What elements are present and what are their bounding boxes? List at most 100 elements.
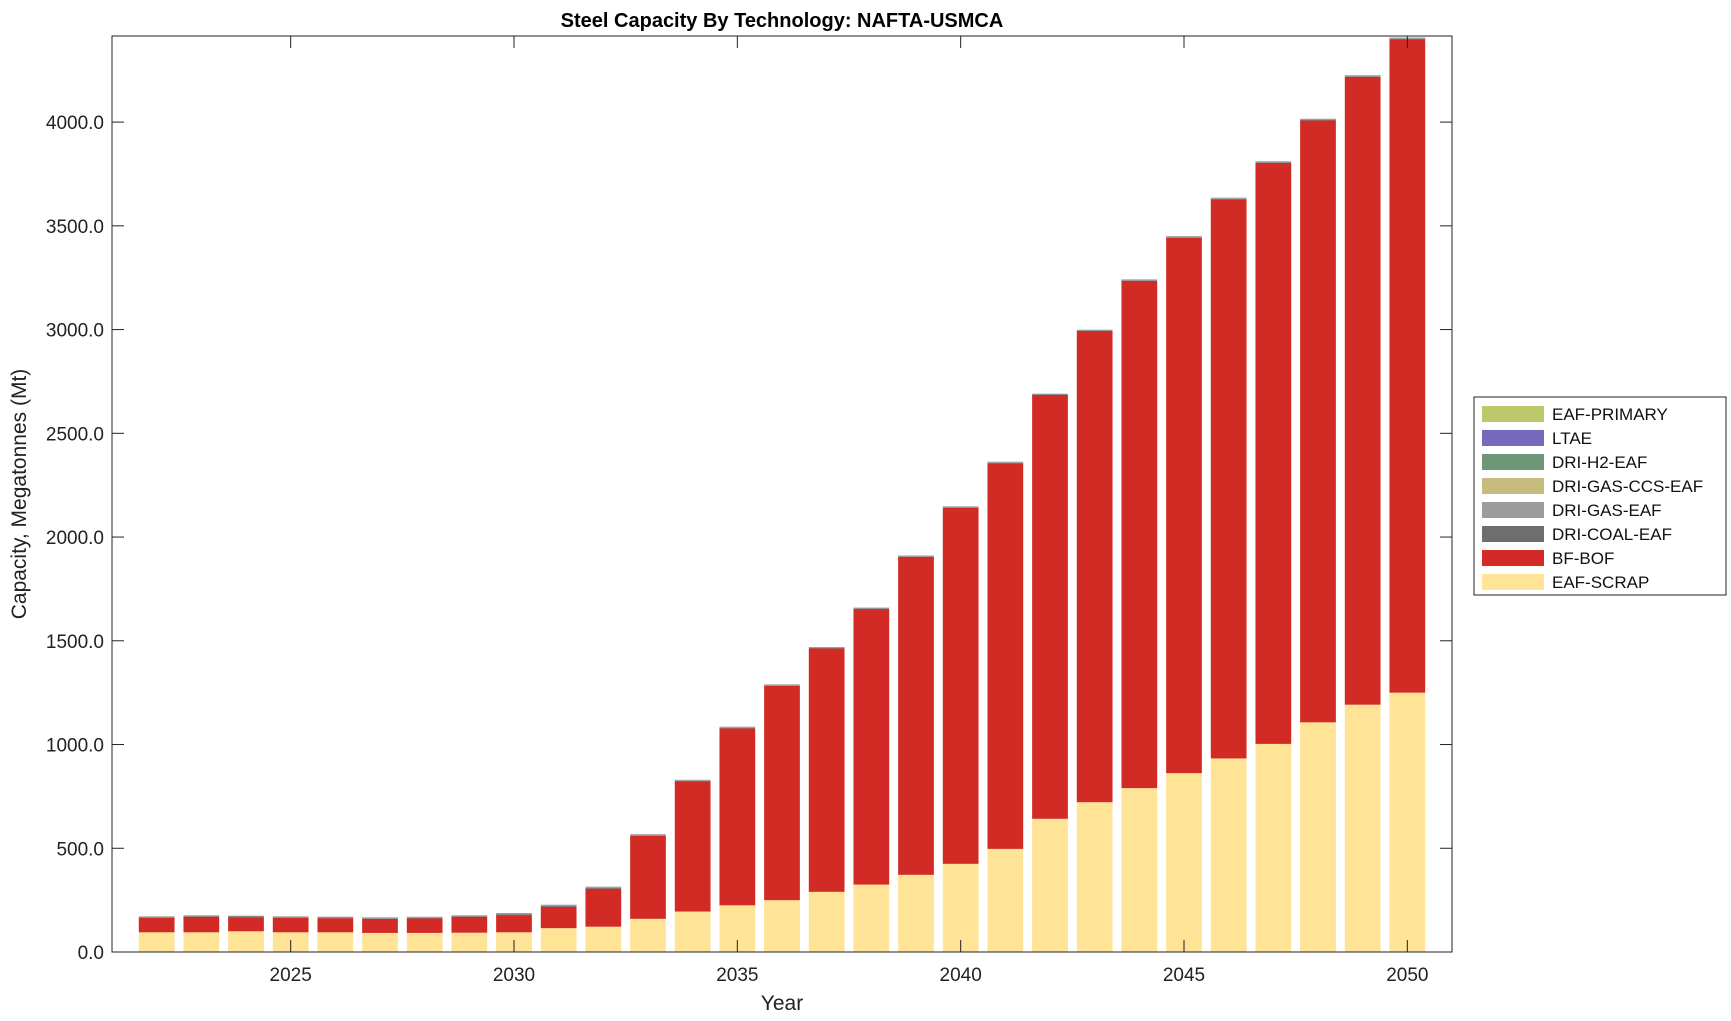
bar-bf-bof-2028 xyxy=(406,918,443,933)
legend-swatch-dri-coal-eaf xyxy=(1482,526,1544,542)
y-tick-label: 3000.0 xyxy=(46,321,104,342)
legend-swatch-bf-bof xyxy=(1482,550,1544,566)
legend-label-dri-gas-ccs-eaf: DRI-GAS-CCS-EAF xyxy=(1552,477,1703,496)
bar-dri-coal-eaf-2029 xyxy=(451,916,488,917)
bar-dri-coal-eaf-2031 xyxy=(540,905,577,907)
bar-bf-bof-2029 xyxy=(451,916,488,933)
bar-dri-coal-eaf-2032 xyxy=(585,887,622,889)
bar-dri-gas-eaf-2040 xyxy=(942,506,979,508)
bar-dri-gas-eaf-2023 xyxy=(183,915,220,917)
bar-eaf-scrap-2046 xyxy=(1210,758,1247,952)
bar-eaf-scrap-2033 xyxy=(630,918,666,952)
bar-dri-coal-eaf-2026 xyxy=(317,917,354,919)
bar-dri-gas-eaf-2030 xyxy=(496,912,532,915)
y-tick-label: 500.0 xyxy=(56,839,104,860)
legend-label-dri-gas-eaf: DRI-GAS-EAF xyxy=(1552,501,1662,520)
bar-bf-bof-2038 xyxy=(853,609,890,885)
bar-dri-gas-eaf-2025 xyxy=(272,916,309,918)
bar-dri-coal-eaf-2023 xyxy=(183,916,220,917)
bar-dri-coal-eaf-2035 xyxy=(719,727,756,729)
bar-eaf-scrap-2041 xyxy=(987,848,1024,952)
bar-eaf-scrap-2043 xyxy=(1076,802,1113,952)
legend-label-eaf-scrap: EAF-SCRAP xyxy=(1552,573,1649,592)
bar-bf-bof-2033 xyxy=(630,835,666,919)
y-tick-label: 1500.0 xyxy=(46,632,104,653)
legend-swatch-ltae xyxy=(1482,430,1544,446)
bar-dri-gas-eaf-2037 xyxy=(808,647,845,649)
x-tick-label: 2030 xyxy=(493,965,535,986)
bar-dri-gas-eaf-2046 xyxy=(1210,197,1247,199)
bar-eaf-scrap-2038 xyxy=(853,884,890,952)
bar-dri-gas-eaf-2031 xyxy=(540,904,577,906)
bar-bf-bof-2048 xyxy=(1300,120,1336,723)
bar-dri-gas-eaf-2038 xyxy=(853,607,890,609)
y-tick-label: 2500.0 xyxy=(46,424,104,445)
bar-dri-gas-eaf-2035 xyxy=(719,726,756,728)
x-tick-label: 2040 xyxy=(940,965,982,986)
bar-bf-bof-2036 xyxy=(764,685,800,901)
legend-label-bf-bof: BF-BOF xyxy=(1552,549,1614,568)
bar-bf-bof-2031 xyxy=(540,906,577,929)
bar-eaf-scrap-2042 xyxy=(1032,818,1068,952)
bar-eaf-scrap-2037 xyxy=(808,891,845,952)
bar-eaf-scrap-2049 xyxy=(1344,704,1381,952)
bar-eaf-scrap-2048 xyxy=(1300,722,1336,952)
bar-bf-bof-2023 xyxy=(183,916,220,933)
bar-bf-bof-2037 xyxy=(808,648,845,892)
bar-dri-gas-eaf-2027 xyxy=(362,917,398,919)
plot-frame xyxy=(111,35,1453,953)
bar-dri-coal-eaf-2030 xyxy=(496,914,532,916)
x-tick-label: 2050 xyxy=(1386,965,1428,986)
bar-dri-gas-eaf-2048 xyxy=(1300,118,1336,121)
x-axis-label: Year xyxy=(761,992,803,1015)
bar-dri-gas-eaf-2029 xyxy=(451,915,488,917)
bar-dri-gas-eaf-2041 xyxy=(987,461,1024,463)
bar-dri-gas-eaf-2022 xyxy=(138,916,175,918)
y-tick-label: 1000.0 xyxy=(46,736,104,757)
bar-eaf-scrap-2047 xyxy=(1255,743,1292,952)
bar-bf-bof-2042 xyxy=(1032,394,1068,819)
bar-bf-bof-2039 xyxy=(898,556,934,875)
bar-dri-gas-eaf-2036 xyxy=(764,684,800,686)
bar-dri-gas-eaf-2034 xyxy=(674,779,711,781)
bar-bf-bof-2044 xyxy=(1121,280,1158,789)
bar-dri-coal-eaf-2025 xyxy=(272,917,309,918)
legend-label-eaf-primary: EAF-PRIMARY xyxy=(1552,405,1668,424)
bar-bf-bof-2049 xyxy=(1344,76,1381,705)
bar-dri-coal-eaf-2027 xyxy=(362,918,398,919)
bar-eaf-scrap-2031 xyxy=(540,928,577,952)
bar-eaf-scrap-2024 xyxy=(228,931,264,952)
bar-bf-bof-2047 xyxy=(1255,162,1292,744)
ticks-layer: 0.0 500.0 1000.0 1500.0 2000.0 2500.0 3000.0 35… xyxy=(46,36,1452,986)
bar-eaf-scrap-2032 xyxy=(585,926,622,952)
legend: EAF-PRIMARY LTAE DRI-H2-EAF DRI-GAS-CCS-EAF… xyxy=(1473,396,1727,596)
bar-bf-bof-2032 xyxy=(585,888,622,927)
bar-bf-bof-2024 xyxy=(228,917,264,932)
bar-dri-gas-eaf-2044 xyxy=(1121,279,1158,281)
legend-swatch-dri-gas-eaf xyxy=(1482,502,1544,518)
bar-eaf-scrap-2026 xyxy=(317,932,354,952)
bar-dri-gas-eaf-2032 xyxy=(585,886,622,888)
bar-dri-gas-eaf-2033 xyxy=(630,834,666,836)
bar-bf-bof-2050 xyxy=(1389,39,1426,693)
bar-eaf-scrap-2027 xyxy=(362,932,398,952)
legend-label-ltae: LTAE xyxy=(1552,429,1592,448)
legend-swatch-dri-gas-ccs-eaf xyxy=(1482,478,1544,494)
legend-swatch-eaf-primary xyxy=(1482,406,1544,422)
bar-dri-coal-eaf-2033 xyxy=(630,835,666,836)
bar-eaf-scrap-2036 xyxy=(764,900,800,952)
y-axis-label: Capacity, Megatonnes (Mt) xyxy=(8,369,31,620)
bar-dri-gas-eaf-2049 xyxy=(1344,75,1381,77)
y-tick-label: 4000.0 xyxy=(46,113,104,134)
bar-dri-gas-eaf-2026 xyxy=(317,916,354,918)
bar-dri-gas-eaf-2028 xyxy=(406,916,443,918)
bar-bf-bof-2043 xyxy=(1076,331,1113,803)
bar-bf-bof-2046 xyxy=(1210,199,1247,759)
bar-bf-bof-2025 xyxy=(272,917,309,933)
bar-bf-bof-2041 xyxy=(987,463,1024,849)
bar-dri-gas-eaf-2024 xyxy=(228,915,264,917)
bar-dri-coal-eaf-2024 xyxy=(228,916,264,918)
bar-eaf-scrap-2029 xyxy=(451,932,488,952)
bars-layer xyxy=(138,37,1426,952)
